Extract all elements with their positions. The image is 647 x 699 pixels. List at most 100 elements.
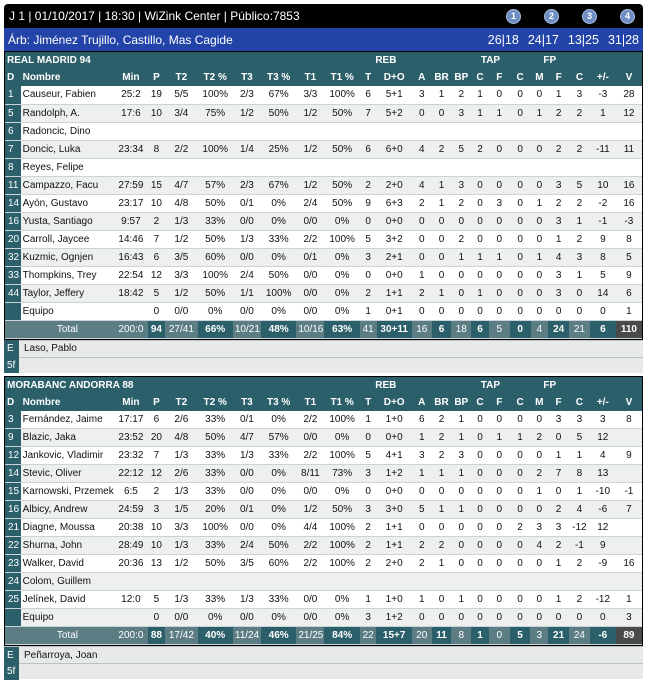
quarter-1-button[interactable]: 1 [506,8,521,24]
column-header[interactable]: T3 % [260,69,297,86]
column-header[interactable]: V [615,69,642,86]
player-name[interactable]: Equipo [20,608,115,627]
column-header[interactable]: A [411,393,432,411]
column-header[interactable]: T3 % [260,393,297,411]
column-header[interactable]: M [530,69,549,86]
player-name[interactable]: Randolph, A. [20,104,115,123]
column-header[interactable]: F [488,69,510,86]
player-row[interactable]: 22 Shurna, John 28:49 10 1/3 33% 2/4 50% 2/2 100%… [5,536,642,555]
player-row[interactable]: 44 Taylor, Jeffery 18:42 5 1/2 50% 1/1 100% 0/0 0… [5,284,642,303]
column-header[interactable]: T2 [165,393,198,411]
column-header[interactable]: Nombre [20,69,115,86]
column-header[interactable]: F [548,69,570,86]
column-header[interactable]: F [488,393,510,411]
player-name[interactable]: Taylor, Jeffery [20,284,115,303]
column-header[interactable]: F [548,393,569,411]
player-row[interactable]: 6 Radoncic, Dino [5,122,642,141]
player-row[interactable]: 23 Walker, David 20:36 13 1/2 50% 3/5 60% 2/2 100… [5,554,642,573]
column-header[interactable]: D [5,69,21,86]
player-row[interactable]: 33 Thompkins, Trey 22:54 12 3/3 100% 2/4 50% 0/0… [5,266,642,285]
player-row[interactable]: 11 Campazzo, Facu 27:59 15 4/7 57% 2/3 67% 1/2 50… [5,176,642,195]
column-header[interactable]: Min [114,393,148,411]
column-header[interactable]: D+O [376,69,412,86]
player-name[interactable]: Campazzo, Facu [20,176,115,195]
player-name[interactable]: Colom, Guillem [20,572,115,591]
player-name[interactable]: Karnowski, Przemek [20,482,115,501]
column-header[interactable]: C [568,393,590,411]
player-name[interactable]: Stevic, Oliver [20,464,115,483]
column-header[interactable]: C [471,69,489,86]
player-name[interactable]: Albicy, Andrew [20,500,115,519]
player-row[interactable]: 25 Jelínek, David 12:0 5 1/3 33% 1/3 33% 0/0 0% 1 1… [5,590,642,609]
column-header[interactable]: BP [451,69,472,86]
player-name[interactable]: Equipo [20,302,115,321]
player-name[interactable]: Shurna, John [20,536,115,555]
column-header[interactable]: T2 [165,69,198,86]
column-header[interactable]: V [615,393,642,411]
player-row[interactable]: 5 Randolph, A. 17:6 10 3/4 75% 1/2 50% 1/2 50% 7 5+… [5,104,642,123]
player-row[interactable]: 12 Jankovic, Vladimir 23:32 7 1/3 33% 1/3 33% 2/… [5,446,642,465]
player-name[interactable]: Causeur, Fabien [20,86,115,105]
column-header[interactable]: Nombre [20,393,115,411]
player-name[interactable]: Jelínek, David [20,590,115,609]
player-name[interactable]: Ayón, Gustavo [20,194,115,213]
player-row[interactable]: 14 Stevic, Oliver 22:12 12 2/6 33% 0/0 0% 8/11 73… [5,464,642,483]
column-header[interactable]: T1 [296,69,325,86]
column-header[interactable]: P [147,393,166,411]
player-name[interactable]: Doncic, Luka [20,140,115,159]
column-header[interactable]: T [359,69,377,86]
player-row[interactable]: 14 Ayón, Gustavo 23:17 10 4/8 50% 0/1 0% 2/4 50% 9… [5,194,642,213]
player-name[interactable]: Carroll, Jaycee [20,230,115,249]
player-name[interactable]: Reyes, Felipe [20,158,115,177]
player-name[interactable]: Yusta, Santiago [20,212,115,231]
player-row[interactable]: 7 Doncic, Luka 23:34 8 2/2 100% 1/4 25% 1/2 50% 6 6… [5,140,642,159]
player-row[interactable]: 3 Fernández, Jaime 17:17 6 2/6 33% 0/1 0% 2/2 100… [5,410,642,429]
player-row[interactable]: Equipo 0 0/0 0% 0/0 0% 0/0 0% 1 0+1 0 0 0 0 0 0 0 0 0 0 1 [5,302,642,321]
column-header[interactable]: +/- [589,69,616,86]
player-row[interactable]: 32 Kuzmic, Ognjen 16:43 6 3/5 60% 0/0 0% 0/1 0% 3 2… [5,248,642,267]
player-row[interactable]: 16 Yusta, Santiago 9:57 2 1/3 33% 0/0 0% 0/0 0% 0 0… [5,212,642,231]
column-header[interactable]: D [5,393,21,411]
column-header[interactable]: T3 [232,69,261,86]
column-header[interactable]: T1 % [324,393,360,411]
player-row[interactable]: 24 Colom, Guillem [5,572,642,591]
column-header[interactable]: T2 % [197,393,233,411]
column-header[interactable]: BR [431,69,452,86]
player-row[interactable]: Equipo 0 0/0 0% 0/0 0% 0/0 0% 3 1+2 0 0 0 0 0 0 0 0 0 0 3 [5,608,642,627]
player-name[interactable]: Fernández, Jaime [20,410,115,429]
column-header[interactable]: A [411,69,432,86]
column-header[interactable]: Min [114,69,148,86]
player-name[interactable]: Diagne, Moussa [20,518,115,537]
quarter-3-button[interactable]: 3 [582,8,597,24]
player-row[interactable]: 16 Albicy, Andrew 24:59 3 1/5 20% 0/1 0% 1/2 50% 3… [5,500,642,519]
player-row[interactable]: 9 Blazic, Jaka 23:52 20 4/8 50% 4/7 57% 0/0 0% 0 0+… [5,428,642,447]
column-header[interactable]: T3 [232,393,261,411]
column-header[interactable]: +/- [589,393,616,411]
column-header[interactable]: BR [431,393,452,411]
column-header[interactable]: BP [451,393,472,411]
column-header[interactable]: M [530,393,549,411]
column-header[interactable]: P [147,69,166,86]
quarter-4-button[interactable]: 4 [620,8,635,24]
column-header[interactable]: C [509,69,531,86]
player-row[interactable]: 21 Diagne, Moussa 20:38 10 3/3 100% 0/0 0% 4/4 10… [5,518,642,537]
player-name[interactable]: Jankovic, Vladimir [20,446,115,465]
player-row[interactable]: 8 Reyes, Felipe [5,158,642,177]
column-header[interactable]: C [569,69,590,86]
player-name[interactable]: Thompkins, Trey [20,266,115,285]
player-name[interactable]: Walker, David [20,554,115,573]
column-header[interactable]: D+O [376,393,412,411]
player-row[interactable]: 15 Karnowski, Przemek 6:5 2 1/3 33% 0/0 0% 0/0 0%… [5,482,642,501]
column-header[interactable]: T1 % [324,69,360,86]
player-name[interactable]: Kuzmic, Ognjen [20,248,115,267]
column-header[interactable]: T2 % [197,69,233,86]
column-header[interactable]: T [359,393,377,411]
column-header[interactable]: C [509,393,531,411]
player-row[interactable]: 1 Causeur, Fabien 25:2 19 5/5 100% 2/3 67% 3/3 10… [5,86,642,105]
quarter-2-button[interactable]: 2 [544,8,559,24]
column-header[interactable]: T1 [296,393,325,411]
player-row[interactable]: 20 Carroll, Jaycee 14:46 7 1/2 50% 1/3 33% 2/2 10… [5,230,642,249]
player-name[interactable]: Blazic, Jaka [20,428,115,447]
column-header[interactable]: C [471,393,489,411]
player-name[interactable]: Radoncic, Dino [20,122,115,141]
